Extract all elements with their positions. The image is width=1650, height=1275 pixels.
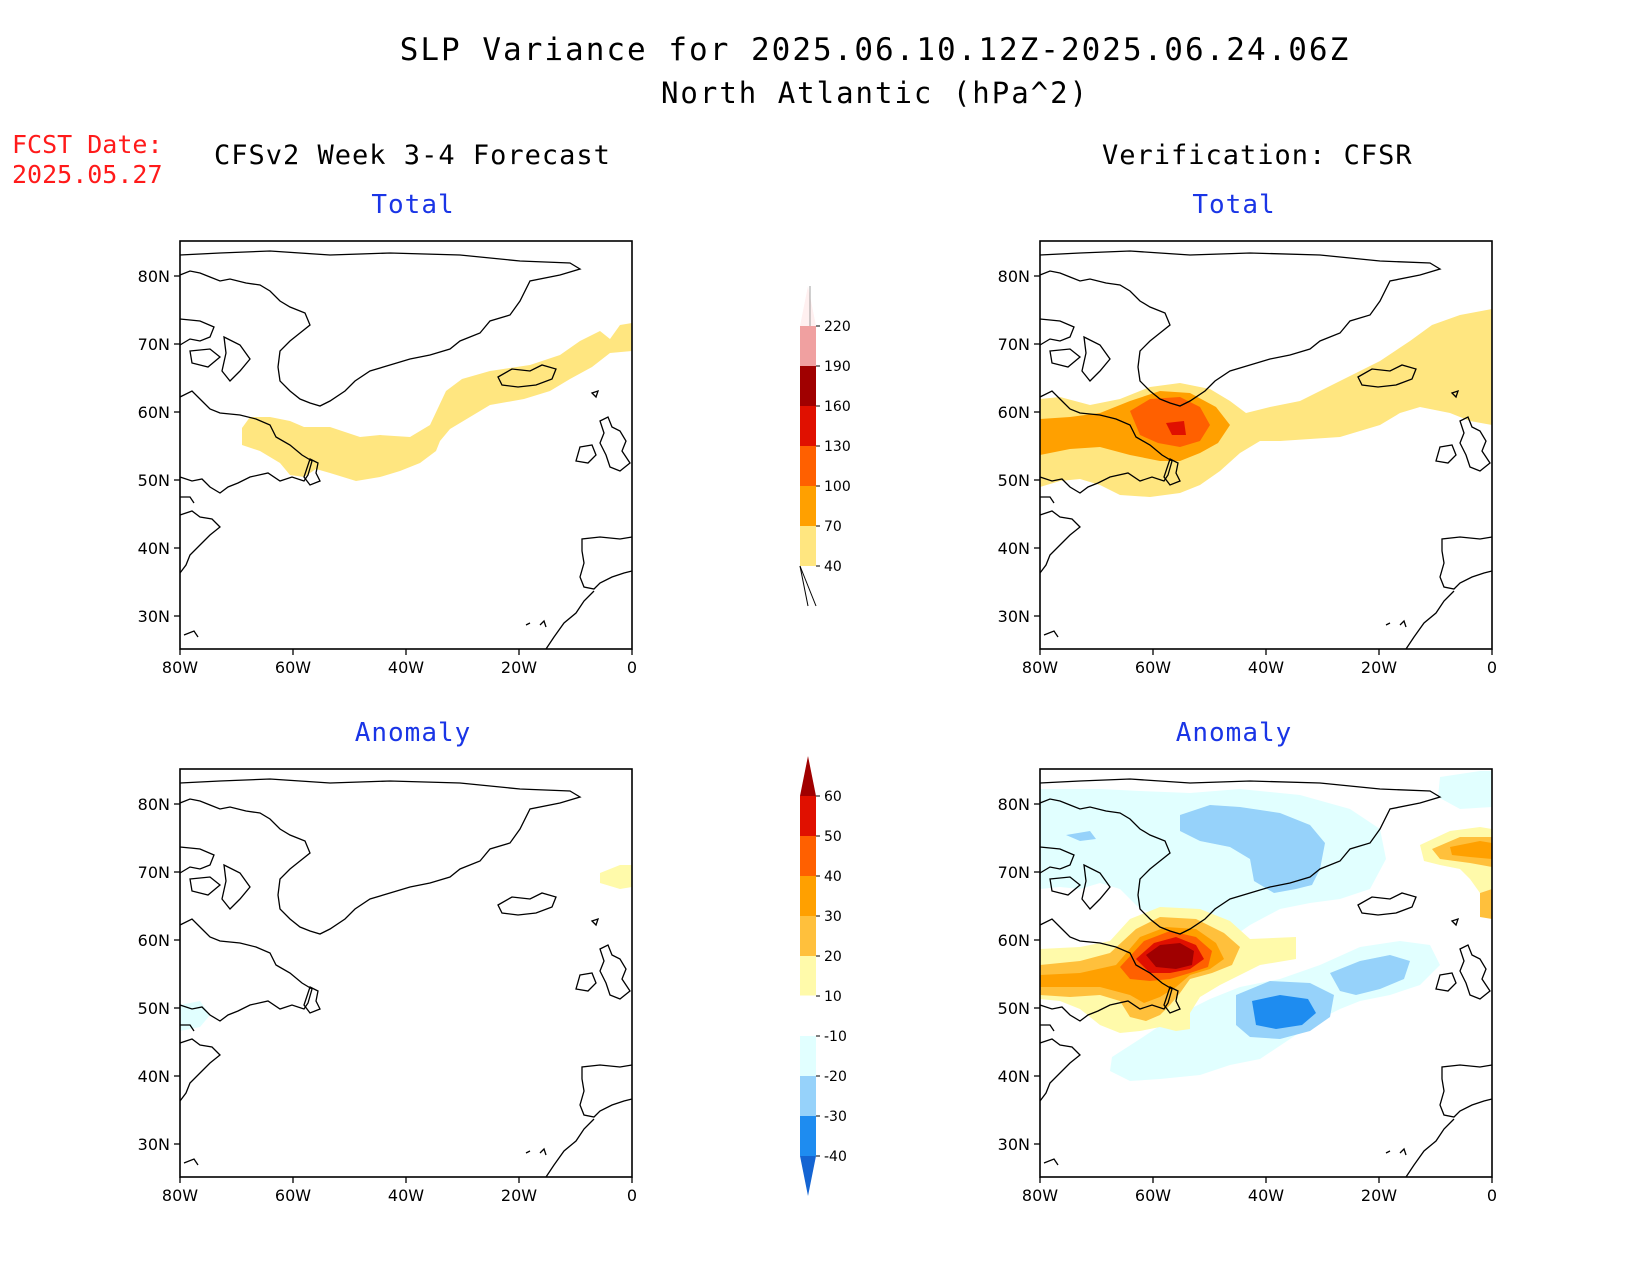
lat-tick-label: 70N (138, 335, 170, 354)
fcst-date-label: FCST Date: (12, 130, 163, 159)
colorbar-label: 50 (824, 829, 842, 845)
colorbar-label: 220 (824, 319, 851, 335)
colorbar-swatch (800, 1036, 816, 1076)
lat-tick-label: 30N (138, 1135, 170, 1154)
lat-tick-label: 40N (998, 1067, 1030, 1086)
map-verification-anomaly (1039, 768, 1493, 1178)
lat-tick-label: 30N (998, 1135, 1030, 1154)
lon-tick-label: 40W (1248, 1186, 1284, 1205)
lat-tick-label: 30N (138, 607, 170, 626)
colorbar-label: 190 (824, 359, 851, 375)
colorbar-total: 220 190 160 130 100 70 40 (799, 286, 851, 607)
lon-tick-label: 0 (1487, 1186, 1497, 1205)
colorbar-swatch (800, 1076, 816, 1116)
lat-tick-label: 60N (998, 931, 1030, 950)
colorbar-swatch (800, 876, 816, 916)
lat-tick-label: 50N (138, 471, 170, 490)
lon-tick-label: 80W (162, 658, 198, 677)
lon-tick-label: 20W (501, 1186, 537, 1205)
panel-title-verification-total: Total (1192, 190, 1276, 220)
lon-tick-label: 0 (627, 1186, 637, 1205)
lon-tick-label: 80W (1022, 658, 1058, 677)
colorbar-swatch (800, 796, 816, 836)
colorbar-swatch (800, 1116, 816, 1156)
lat-tick-label: 40N (138, 1067, 170, 1086)
lat-tick-label: 80N (998, 267, 1030, 286)
lat-tick-label: 80N (138, 795, 170, 814)
lon-tick-label: 20W (1361, 658, 1397, 677)
colorbar-swatch (799, 995, 817, 1037)
colorbar-swatch (800, 956, 816, 996)
colorbar-label: 130 (824, 439, 851, 455)
colorbar-label: -20 (824, 1069, 847, 1085)
colorbar-bottom-edge (799, 565, 817, 607)
colorbar-swatch (800, 526, 816, 566)
colorbar-label: 60 (824, 789, 842, 805)
verification-column-title: Verification: CFSR (1102, 140, 1413, 171)
colorbar-label: 160 (824, 399, 851, 415)
lon-tick-label: 80W (1022, 1186, 1058, 1205)
colorbar-swatch (800, 916, 816, 956)
lon-tick-label: 20W (1361, 1186, 1397, 1205)
colorbar-swatch (800, 836, 816, 876)
lat-tick-label: 50N (998, 471, 1030, 490)
fcst-date-value: 2025.05.27 (12, 160, 163, 189)
lat-tick-label: 40N (138, 539, 170, 558)
map-forecast-anomaly (179, 768, 633, 1178)
colorbar-label: 20 (824, 949, 842, 965)
colorbar-label: -10 (824, 1029, 847, 1045)
lon-tick-label: 60W (1135, 658, 1171, 677)
lon-tick-label: 40W (388, 1186, 424, 1205)
colorbar-label: 30 (824, 909, 842, 925)
lat-tick-label: 70N (998, 335, 1030, 354)
colorbar-label: 10 (824, 989, 842, 1005)
colorbar-swatch (800, 366, 816, 406)
colorbar-label: -30 (824, 1109, 847, 1125)
lat-tick-label: 50N (998, 999, 1030, 1018)
colorbar-label: 40 (824, 869, 842, 885)
map-forecast-total (179, 240, 633, 650)
panel-title-verification-anomaly: Anomaly (1175, 718, 1293, 748)
panel-title-forecast-total: Total (371, 190, 455, 220)
lon-tick-label: 80W (162, 1186, 198, 1205)
main-title: SLP Variance for 2025.06.10.12Z-2025.06.… (399, 32, 1351, 68)
colorbar-label: 40 (824, 559, 842, 575)
lon-tick-label: 40W (1248, 658, 1284, 677)
lon-tick-label: 0 (627, 658, 637, 677)
lon-tick-label: 60W (1135, 1186, 1171, 1205)
lat-tick-label: 60N (138, 403, 170, 422)
lon-tick-label: 0 (1487, 658, 1497, 677)
lat-tick-label: 70N (998, 863, 1030, 882)
lon-tick-label: 20W (501, 658, 537, 677)
lat-tick-label: 40N (998, 539, 1030, 558)
forecast-column-title: CFSv2 Week 3-4 Forecast (214, 140, 611, 171)
lon-tick-label: 60W (275, 658, 311, 677)
colorbar-label: 100 (824, 479, 851, 495)
panel-title-forecast-anomaly: Anomaly (354, 718, 472, 748)
map-verification-total (1039, 240, 1493, 650)
colorbar-swatch (800, 486, 816, 526)
lat-tick-label: 60N (138, 931, 170, 950)
colorbar-swatch (800, 406, 816, 446)
lon-tick-label: 60W (275, 1186, 311, 1205)
colorbar-swatch (800, 326, 816, 366)
lat-tick-label: 70N (138, 863, 170, 882)
lat-tick-label: 80N (138, 267, 170, 286)
colorbar-label: -40 (824, 1149, 847, 1165)
subtitle: North Atlantic (hPa^2) (660, 76, 1090, 110)
colorbar-top-extension (800, 286, 816, 326)
lon-tick-label: 40W (388, 658, 424, 677)
lat-tick-label: 80N (998, 795, 1030, 814)
colorbar-label: 70 (824, 519, 842, 535)
colorbar-top-triangle (800, 756, 816, 796)
lat-tick-label: 50N (138, 999, 170, 1018)
colorbar-bottom-triangle (800, 1156, 816, 1196)
colorbar-anomaly: 60 50 40 30 20 10 -10 -20 -30 -40 (799, 756, 847, 1196)
lat-tick-label: 30N (998, 607, 1030, 626)
colorbar-swatch (800, 446, 816, 486)
lat-tick-label: 60N (998, 403, 1030, 422)
colorbar-bottom-extension (799, 565, 809, 607)
